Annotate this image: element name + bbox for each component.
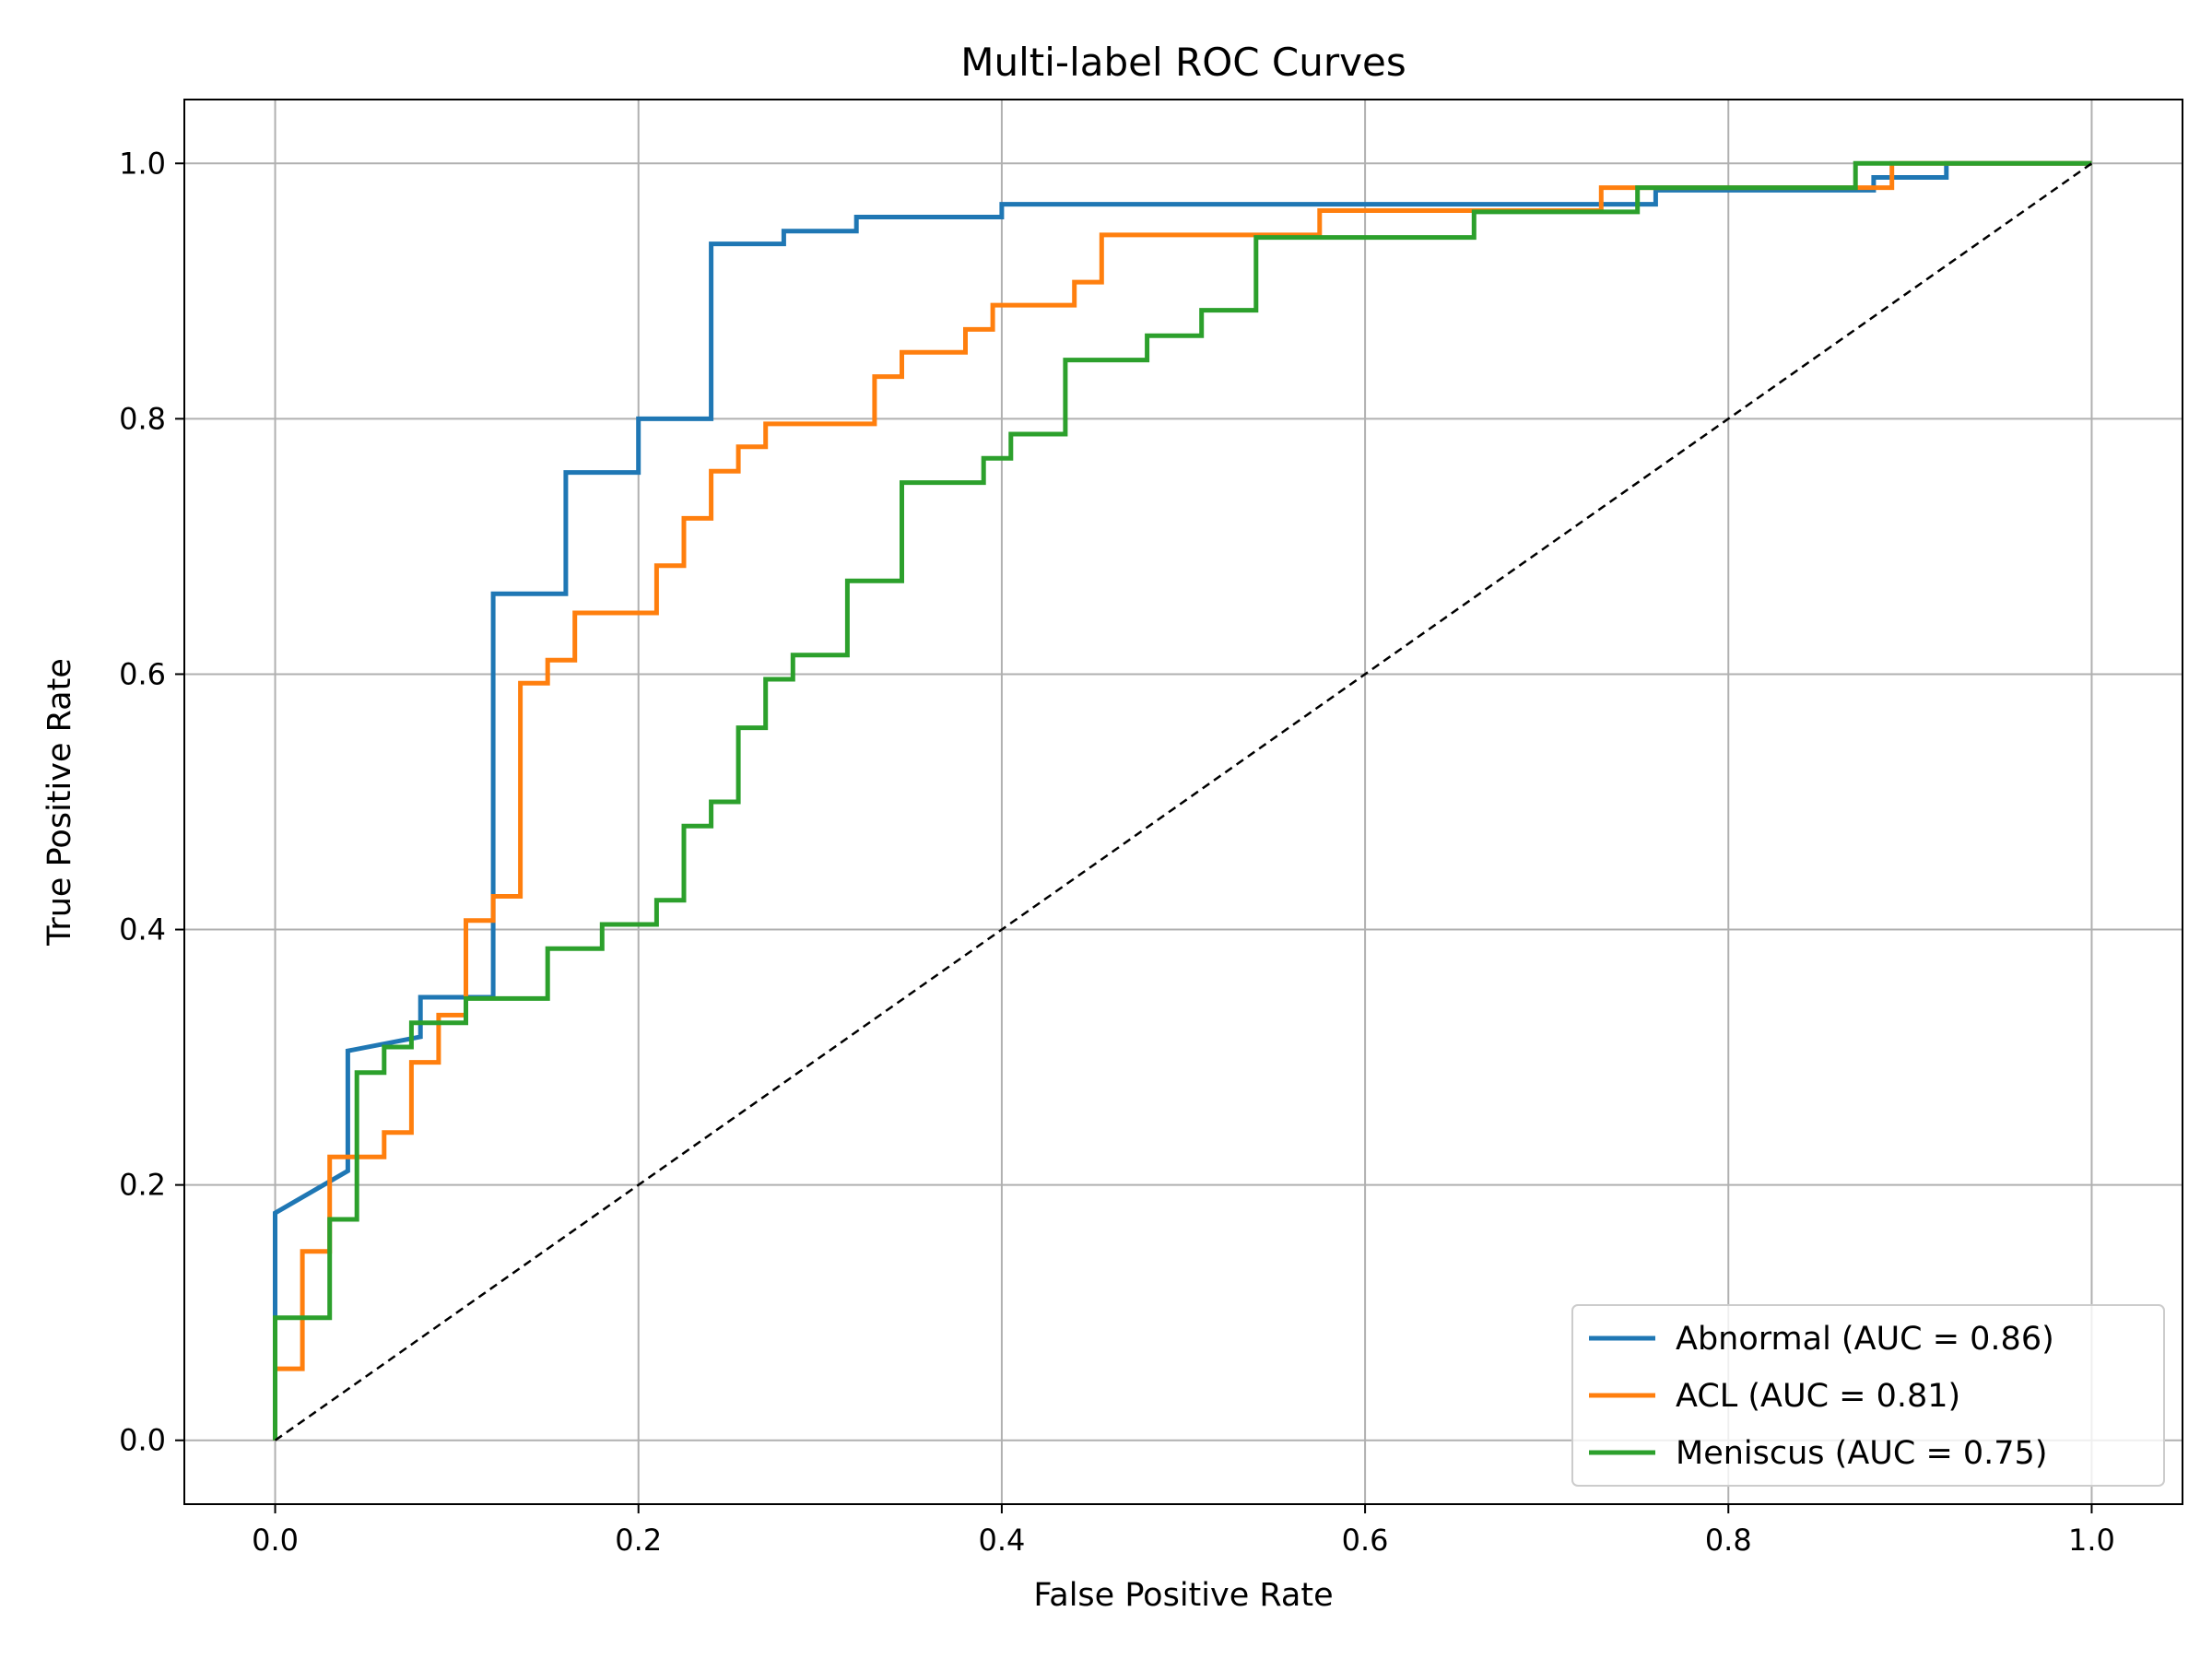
x-tick-label-0: 0.0: [252, 1523, 299, 1558]
chart-title: Multi-label ROC Curves: [960, 40, 1406, 85]
x-axis-label: False Positive Rate: [1033, 1577, 1333, 1614]
y-tick-label-1: 0.2: [119, 1168, 166, 1203]
reference-diagonal-line: [274, 162, 2093, 1441]
x-tick-label-4: 0.8: [1705, 1523, 1752, 1558]
axes-frame: [183, 99, 2183, 1505]
y-tick-label-0: 0.0: [119, 1423, 166, 1458]
x-tick-label-1: 0.2: [615, 1523, 662, 1558]
y-tick-label-3: 0.6: [119, 656, 166, 691]
series-line-acl: [273, 160, 2092, 1441]
legend-box: [1571, 1304, 2165, 1487]
y-tick-label-2: 0.4: [119, 912, 166, 947]
legend-label-0: Abnormal (AUC = 0.86): [1676, 1321, 2054, 1358]
y-tick-label-4: 0.8: [119, 401, 166, 436]
legend-label-1: ACL (AUC = 0.81): [1676, 1378, 1960, 1415]
legend: Abnormal (AUC = 0.86) ACL (AUC = 0.81) Men…: [1571, 1304, 2165, 1487]
x-tick-label-5: 1.0: [2068, 1523, 2115, 1558]
y-tick-label-5: 1.0: [119, 146, 166, 181]
plot-lines: [273, 160, 2093, 1441]
y-axis-label: True Positive Rate: [41, 658, 78, 947]
grid: [184, 100, 2183, 1504]
legend-label-2: Meniscus (AUC = 0.75): [1676, 1435, 2047, 1472]
ticks: 0.0 0.2 0.4 0.6 0.8 1.0 0.0 0.2 0.4 0.6 0.8 1.0: [119, 146, 2115, 1558]
x-tick-label-3: 0.6: [1342, 1523, 1389, 1558]
x-tick-label-2: 0.4: [978, 1523, 1025, 1558]
series-line-meniscus: [273, 160, 2092, 1441]
